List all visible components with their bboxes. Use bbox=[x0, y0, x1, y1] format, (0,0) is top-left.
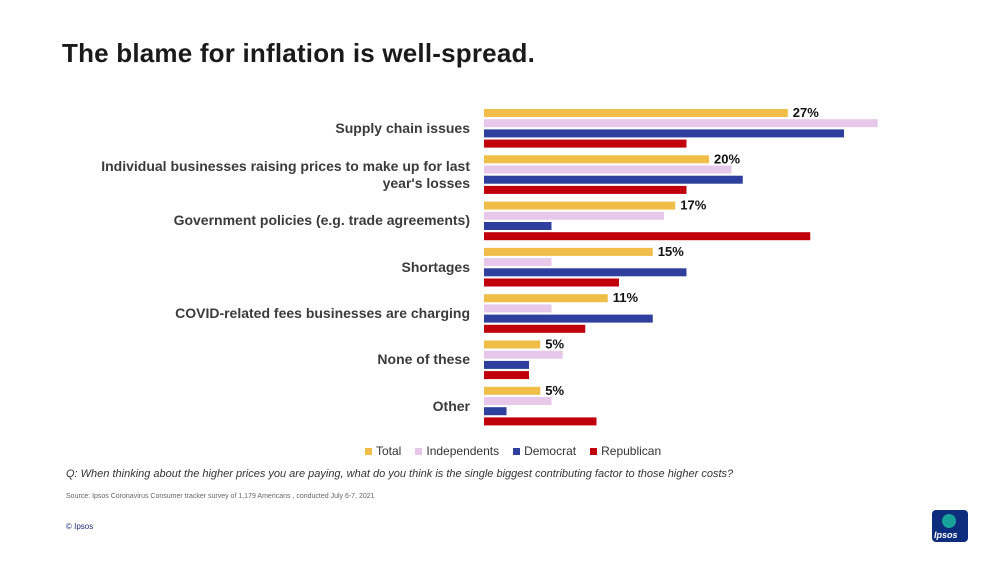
bar-total-1 bbox=[484, 155, 709, 164]
legend-item-democrat: Democrat bbox=[513, 444, 576, 458]
bar-democrat-1 bbox=[484, 175, 743, 184]
bar-total-5 bbox=[484, 340, 541, 349]
category-label-1: Individual businesses raising prices to … bbox=[50, 158, 470, 192]
ipsos-logo: Ipsos bbox=[932, 510, 968, 542]
bar-democrat-0 bbox=[484, 129, 844, 138]
source-note: Source: Ipsos Coronavirus Consumer track… bbox=[66, 493, 375, 500]
data-label-total-3: 15% bbox=[658, 244, 684, 259]
bar-independents-6 bbox=[484, 397, 552, 405]
bar-total-4 bbox=[484, 294, 608, 303]
category-label-2: Government policies (e.g. trade agreemen… bbox=[50, 212, 470, 229]
bar-democrat-3 bbox=[484, 268, 687, 277]
category-label-line: Supply chain issues bbox=[335, 119, 470, 136]
bar-democrat-4 bbox=[484, 314, 653, 323]
legend-label: Republican bbox=[601, 444, 662, 458]
legend-label: Independents bbox=[426, 444, 500, 458]
category-label-line: COVID-related fees businesses are chargi… bbox=[175, 305, 470, 321]
category-label-4: COVID-related fees businesses are chargi… bbox=[50, 305, 470, 322]
category-label-line: None of these bbox=[377, 351, 470, 368]
category-label-0: Supply chain issues bbox=[50, 120, 470, 137]
copyright: © Ipsos bbox=[66, 522, 94, 531]
bar-total-0 bbox=[484, 109, 788, 117]
category-label-line: year's losses bbox=[382, 174, 470, 191]
legend-item-independents: Independents bbox=[415, 444, 499, 458]
logo-text: Ipsos bbox=[934, 530, 958, 540]
legend: Total Independents Democrat Republican bbox=[365, 444, 661, 458]
legend-item-republican: Republican bbox=[590, 444, 661, 458]
legend-swatch bbox=[590, 447, 598, 455]
bar-total-3 bbox=[484, 247, 653, 256]
legend-label: Democrat bbox=[524, 444, 577, 458]
category-label-5: None of these bbox=[50, 351, 470, 368]
bar-republican-3 bbox=[484, 278, 619, 287]
data-label-total-4: 11% bbox=[613, 290, 639, 305]
data-label-total-6: 5% bbox=[545, 383, 564, 398]
category-label-3: Shortages bbox=[50, 259, 470, 276]
bar-independents-1 bbox=[484, 165, 732, 174]
category-label-line: Other bbox=[432, 397, 470, 414]
bar-republican-1 bbox=[484, 185, 687, 194]
bar-independents-3 bbox=[484, 258, 552, 267]
bar-total-2 bbox=[484, 201, 676, 210]
bar-democrat-5 bbox=[484, 360, 529, 369]
survey-question: Q: When thinking about the higher prices… bbox=[66, 468, 734, 480]
bar-republican-0 bbox=[484, 139, 687, 148]
bar-democrat-2 bbox=[484, 222, 552, 230]
legend-swatch bbox=[513, 447, 521, 455]
data-label-total-2: 17% bbox=[680, 198, 706, 213]
category-label-line: Government policies (e.g. trade agreemen… bbox=[173, 212, 470, 229]
bar-independents-2 bbox=[484, 211, 664, 220]
category-label-line: Shortages bbox=[401, 258, 470, 275]
legend-swatch bbox=[415, 447, 423, 455]
legend-label: Total bbox=[376, 444, 402, 458]
data-label-total-1: 20% bbox=[714, 151, 740, 166]
page-title: The blame for inflation is well-spread. bbox=[62, 38, 535, 68]
bar-total-6 bbox=[484, 386, 541, 395]
bar-independents-5 bbox=[484, 350, 563, 359]
data-label-total-5: 5% bbox=[545, 337, 564, 352]
bar-independents-0 bbox=[484, 119, 878, 128]
bar-democrat-6 bbox=[484, 407, 507, 416]
legend-item-total: Total bbox=[365, 444, 401, 458]
category-label-line: Individual businesses raising prices to … bbox=[101, 157, 470, 174]
logo-dot-icon bbox=[942, 514, 956, 528]
bar-independents-4 bbox=[484, 304, 552, 313]
legend-swatch bbox=[365, 447, 372, 455]
bar-republican-6 bbox=[484, 417, 597, 426]
bar-republican-2 bbox=[484, 232, 811, 241]
data-label-total-0: 27% bbox=[793, 105, 819, 120]
bar-republican-4 bbox=[484, 324, 586, 333]
category-label-6: Other bbox=[50, 398, 470, 415]
bar-republican-5 bbox=[484, 371, 529, 380]
